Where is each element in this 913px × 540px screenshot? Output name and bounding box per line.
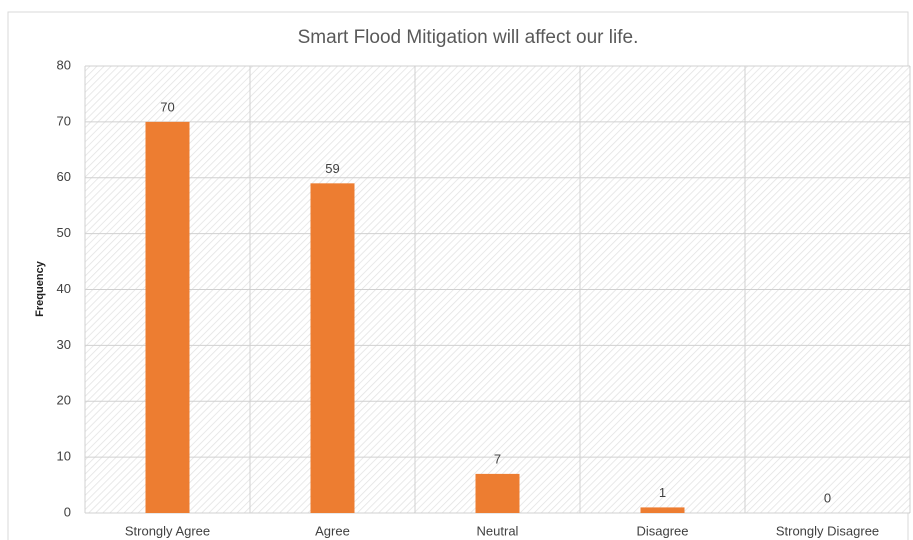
x-tick-label: Strongly Disagree — [776, 523, 879, 538]
y-tick-label: 20 — [57, 393, 71, 408]
y-tick-label: 40 — [57, 281, 71, 296]
x-tick-label: Agree — [315, 523, 350, 538]
y-tick-label: 50 — [57, 225, 71, 240]
bar — [310, 183, 355, 513]
data-label: 59 — [325, 161, 339, 176]
bar — [145, 121, 190, 513]
chart-title: Smart Flood Mitigation will affect our l… — [298, 27, 639, 48]
y-tick-label: 70 — [57, 113, 71, 128]
y-tick-label: 60 — [57, 169, 71, 184]
y-tick-label: 30 — [57, 337, 71, 352]
x-tick-label: Disagree — [636, 523, 688, 538]
y-tick-label: 80 — [57, 57, 71, 72]
data-label: 1 — [659, 485, 666, 500]
x-tick-label: Neutral — [477, 523, 519, 538]
y-axis-label: Frequency — [34, 260, 46, 317]
bar — [640, 507, 685, 513]
x-tick-label: Strongly Agree — [125, 523, 210, 538]
y-tick-label: 10 — [57, 449, 71, 464]
data-label: 70 — [160, 99, 174, 114]
bar — [475, 473, 520, 513]
data-label: 7 — [494, 451, 501, 466]
y-tick-label: 0 — [64, 504, 71, 519]
data-label: 0 — [824, 490, 831, 505]
